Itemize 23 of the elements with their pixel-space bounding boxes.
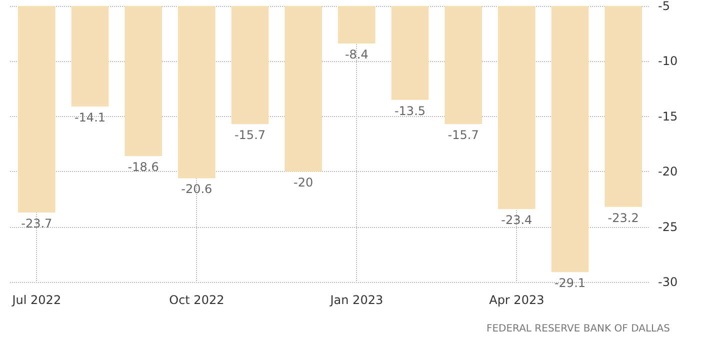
data-label: -13.5	[394, 104, 426, 118]
data-label: -23.7	[21, 216, 52, 230]
y-tick-label: -20	[658, 164, 678, 179]
data-label: -15.7	[234, 128, 266, 142]
text: FEDERAL RESERVE BANK OF DALLAS	[486, 324, 670, 334]
data-label: -8.4	[344, 48, 368, 62]
x-tick-label: Oct 2022	[169, 293, 224, 307]
y-tick-label: -10	[658, 54, 678, 68]
data-label: -23.4	[501, 213, 532, 228]
data-label: -18.6	[128, 160, 159, 174]
data-label: -20.6	[181, 182, 212, 196]
y-tick-label: -5	[658, 0, 670, 13]
data-label: -15.7	[448, 128, 479, 142]
x-tick-label: Jan 2023	[329, 293, 384, 307]
x-tick-label: Apr 2023	[489, 293, 544, 307]
x-tick-label: Jul 2022	[11, 293, 62, 307]
y-tick-label: -15	[658, 109, 678, 124]
y-tick-label: -30	[658, 275, 678, 289]
y-tick-label: -25	[658, 220, 678, 234]
data-label: -23.2	[608, 210, 639, 225]
data-label: -14.1	[74, 110, 106, 124]
data-label: -20	[294, 176, 314, 190]
data-label: -29.1	[554, 276, 586, 290]
